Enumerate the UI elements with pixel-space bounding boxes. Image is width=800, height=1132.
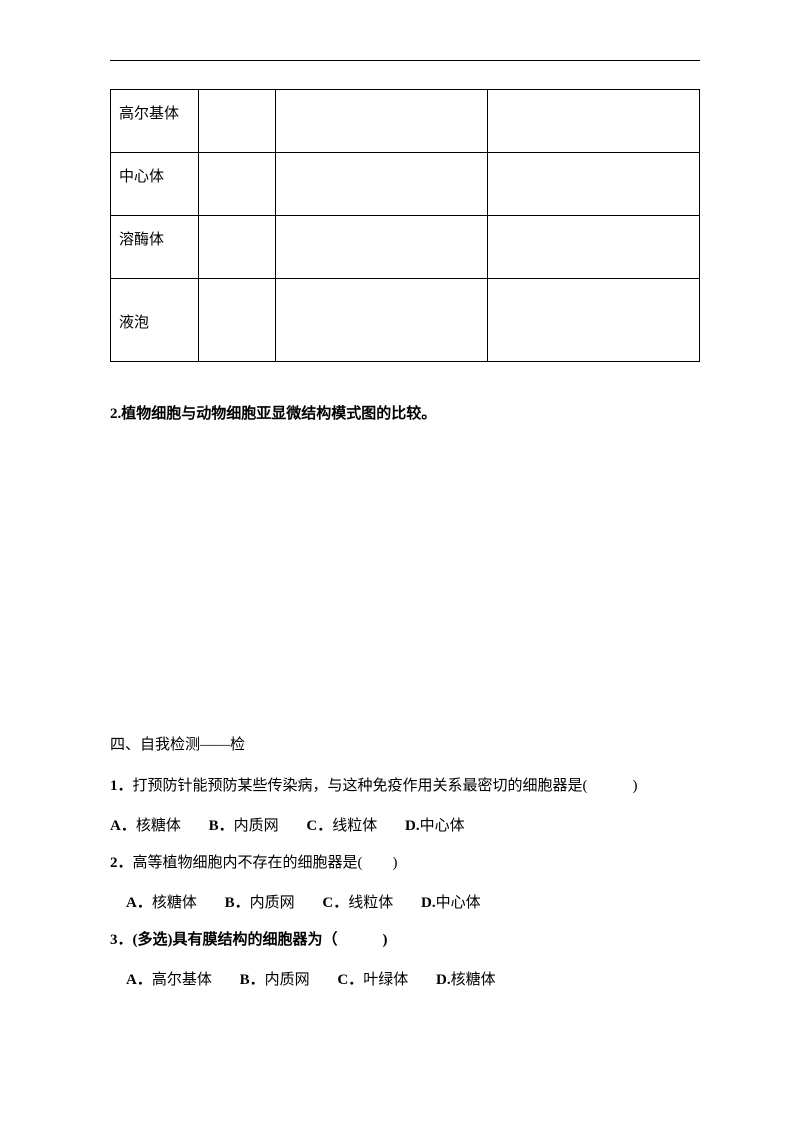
page-container: 高尔基体 中心体 溶酶体 液泡 2.植物细胞与动物细胞亚显微结构模式图的比较。 … <box>0 0 800 1065</box>
option-label: C． <box>337 972 363 988</box>
option-b: B．内质网 <box>209 814 279 835</box>
section-2-title: 2.植物细胞与动物细胞亚显微结构模式图的比较。 <box>110 402 700 423</box>
table-cell <box>199 279 276 362</box>
question-number: 1． <box>110 778 133 794</box>
table-cell: 中心体 <box>111 153 199 216</box>
table-cell <box>487 90 699 153</box>
question-1: 1．打预防针能预防某些传染病，与这种免疫作用关系最密切的细胞器是( ) <box>110 774 700 798</box>
option-label: D. <box>405 818 420 834</box>
option-label: B． <box>225 895 250 911</box>
question-3-options: A．高尔基体 B．内质网 C．叶绿体 D.核糖体 <box>110 968 700 989</box>
table-cell <box>199 90 276 153</box>
question-2-options: A．核糖体 B．内质网 C．线粒体 D.中心体 <box>110 891 700 912</box>
option-text: 内质网 <box>234 818 279 834</box>
option-text: 核糖体 <box>451 972 496 988</box>
option-text: 高尔基体 <box>152 972 212 988</box>
section-4-header: 四、自我检测——检 <box>110 733 700 754</box>
option-b: B．内质网 <box>225 891 295 912</box>
option-label: A． <box>110 818 136 834</box>
option-label: A． <box>126 972 152 988</box>
option-a: A．核糖体 <box>126 891 197 912</box>
table-cell <box>275 216 487 279</box>
table-row: 中心体 <box>111 153 700 216</box>
option-label: C． <box>306 818 332 834</box>
option-a: A．核糖体 <box>110 814 181 835</box>
option-a: A．高尔基体 <box>126 968 212 989</box>
question-text: 打预防针能预防某些传染病，与这种免疫作用关系最密切的细胞器是( ) <box>133 778 638 794</box>
table-cell: 溶酶体 <box>111 216 199 279</box>
option-label: C． <box>322 895 348 911</box>
option-c: C．线粒体 <box>322 891 393 912</box>
table-cell <box>275 90 487 153</box>
question-number: 3． <box>110 932 133 948</box>
option-label: D. <box>421 895 436 911</box>
option-d: D.核糖体 <box>436 968 496 989</box>
table-cell <box>199 153 276 216</box>
option-text: 核糖体 <box>152 895 197 911</box>
organelle-table: 高尔基体 中心体 溶酶体 液泡 <box>110 89 700 362</box>
table-row: 溶酶体 <box>111 216 700 279</box>
option-text: 线粒体 <box>348 895 393 911</box>
top-divider-line <box>110 60 700 61</box>
table-cell <box>275 279 487 362</box>
option-text: 内质网 <box>265 972 310 988</box>
option-label: B． <box>209 818 234 834</box>
option-label: B． <box>240 972 265 988</box>
option-c: C．线粒体 <box>306 814 377 835</box>
option-text: 中心体 <box>436 895 481 911</box>
section-text: 植物细胞与动物细胞亚显微结构模式图的比较。 <box>121 406 436 422</box>
question-1-options: A．核糖体 B．内质网 C．线粒体 D.中心体 <box>110 814 700 835</box>
option-text: 中心体 <box>420 818 465 834</box>
option-label: D. <box>436 972 451 988</box>
option-d: D.中心体 <box>405 814 465 835</box>
question-text: 高等植物细胞内不存在的细胞器是( ) <box>133 855 398 871</box>
table-cell <box>487 153 699 216</box>
table-row: 液泡 <box>111 279 700 362</box>
table-cell <box>275 153 487 216</box>
table-cell <box>487 216 699 279</box>
question-2: 2．高等植物细胞内不存在的细胞器是( ) <box>110 851 700 875</box>
option-c: C．叶绿体 <box>337 968 408 989</box>
table-cell <box>487 279 699 362</box>
question-3: 3．(多选)具有膜结构的细胞器为（ ) <box>110 928 700 952</box>
option-d: D.中心体 <box>421 891 481 912</box>
option-text: 叶绿体 <box>363 972 408 988</box>
question-number: 2． <box>110 855 133 871</box>
option-label: A． <box>126 895 152 911</box>
table-cell: 液泡 <box>111 279 199 362</box>
option-b: B．内质网 <box>240 968 310 989</box>
table-cell: 高尔基体 <box>111 90 199 153</box>
option-text: 线粒体 <box>332 818 377 834</box>
table-row: 高尔基体 <box>111 90 700 153</box>
option-text: 内质网 <box>250 895 295 911</box>
question-text: (多选)具有膜结构的细胞器为（ ) <box>133 932 388 948</box>
section-number: 2. <box>110 406 121 422</box>
option-text: 核糖体 <box>136 818 181 834</box>
table-cell <box>199 216 276 279</box>
